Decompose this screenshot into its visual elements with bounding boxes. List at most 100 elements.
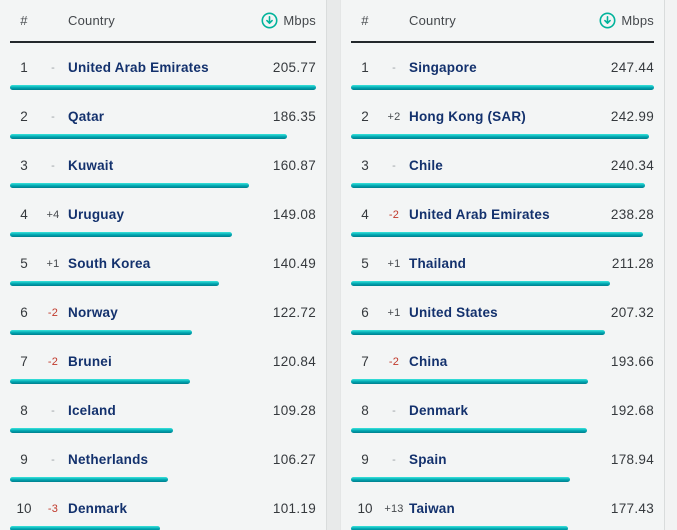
table-row: 8 - Iceland 109.28 — [10, 386, 316, 435]
rank-cell: 4 — [20, 207, 28, 222]
rank-change-cell: +2 — [387, 110, 401, 123]
speed-value-cell: 160.87 — [272, 158, 316, 173]
speed-bar — [351, 428, 587, 433]
speed-bar — [351, 477, 571, 482]
rank-change-cell: -2 — [388, 208, 400, 221]
rank-cell: 10 — [357, 501, 373, 516]
panel-gap — [327, 0, 340, 530]
table-row: 9 - Netherlands 106.27 — [10, 435, 316, 484]
country-header: Country — [409, 13, 456, 28]
table-row: 4 -2 United Arab Emirates 238.28 — [351, 190, 654, 239]
country-cell: Brunei — [68, 354, 112, 369]
table-row: 7 -2 Brunei 120.84 — [10, 337, 316, 386]
country-cell: United Arab Emirates — [409, 207, 550, 222]
rank-cell: 1 — [361, 60, 369, 75]
rank-change-cell: - — [51, 61, 55, 74]
rank-change-cell: - — [392, 159, 396, 172]
table-body: 1- Singapore 247.44 2 +2 Hong Kong (SAR) 242.9… — [351, 43, 654, 530]
rank-change-cell: - — [392, 453, 396, 466]
rank-cell: 5 — [361, 256, 369, 271]
rank-cell: 10 — [16, 501, 32, 516]
country-cell: Thailand — [409, 256, 467, 271]
rank-change-cell: -2 — [388, 355, 400, 368]
speed-value-cell: 242.99 — [610, 109, 654, 124]
country-cell: Iceland — [68, 403, 116, 418]
speed-value-cell: 106.27 — [272, 452, 316, 467]
speed-value-cell: 192.68 — [610, 403, 654, 418]
speed-value-cell: 120.84 — [272, 354, 316, 369]
speed-value-cell: 186.35 — [272, 109, 316, 124]
speed-value-cell: 238.28 — [610, 207, 654, 222]
table-row: 1 - United Arab Emirates 205.77 — [10, 43, 316, 92]
rank-change-cell: +1 — [387, 257, 401, 270]
table-row: 7 -2 China 193.66 — [351, 337, 654, 386]
table-row: 5 +1 South Korea 140.49 — [10, 239, 316, 288]
rank-cell: 9 — [361, 452, 369, 467]
ranking-table-right: # Country Mbps 1- Singapore 247.44 2 +2 Hong … — [340, 0, 665, 530]
rank-change-cell: - — [392, 61, 396, 74]
rank-change-cell: +1 — [387, 306, 401, 319]
rank-cell: 1 — [20, 60, 28, 75]
speed-bar — [10, 330, 193, 335]
speed-bar — [351, 134, 649, 139]
table-header: # Country Mbps — [10, 0, 316, 41]
country-cell: Norway — [68, 305, 118, 320]
rank-change-cell: +1 — [46, 257, 60, 270]
rank-cell: 4 — [361, 207, 369, 222]
speed-value-cell: 207.32 — [610, 305, 654, 320]
rank-change-cell: -2 — [47, 355, 59, 368]
table-row: 3 - Kuwait 160.87 — [10, 141, 316, 190]
speed-bar — [10, 85, 316, 90]
download-circle-icon — [599, 12, 616, 29]
country-cell: Hong Kong (SAR) — [409, 109, 526, 124]
speed-value-cell: 177.43 — [610, 501, 654, 516]
speed-bar — [10, 134, 288, 139]
country-cell: United States — [409, 305, 498, 320]
speed-bar — [10, 526, 161, 530]
page-edge-strip — [665, 0, 677, 530]
speed-bar — [10, 477, 169, 482]
ranking-table-left: # Country Mbps 1- United Arab Emirates 205… — [0, 0, 327, 530]
speed-bar — [351, 526, 569, 530]
rank-cell: 6 — [20, 305, 28, 320]
table-row: 9 - Spain 178.94 — [351, 435, 654, 484]
country-cell: Qatar — [68, 109, 105, 124]
country-cell: Uruguay — [68, 207, 125, 222]
rank-change-cell: -3 — [47, 502, 59, 515]
country-cell: Chile — [409, 158, 444, 173]
speed-bar — [351, 379, 589, 384]
country-cell: Singapore — [409, 60, 477, 75]
rank-change-cell: -2 — [47, 306, 59, 319]
speed-value-cell: 109.28 — [272, 403, 316, 418]
table-row: 6 -2 Norway 122.72 — [10, 288, 316, 337]
speed-bar — [10, 183, 250, 188]
rank-cell: 6 — [361, 305, 369, 320]
speed-value-cell: 122.72 — [272, 305, 316, 320]
speed-bar — [10, 428, 173, 433]
country-header: Country — [68, 13, 115, 28]
speed-value-cell: 140.49 — [272, 256, 316, 271]
rank-change-cell: - — [51, 404, 55, 417]
speed-bar — [10, 281, 219, 286]
rank-cell: 8 — [20, 403, 28, 418]
speed-header: Mbps — [599, 12, 654, 29]
rank-change-cell: - — [51, 110, 55, 123]
table-body: 1- United Arab Emirates 205.77 2- Qatar 186.3… — [10, 43, 316, 530]
rank-change-cell: +13 — [384, 502, 404, 515]
rank-change-cell: - — [392, 404, 396, 417]
rank-cell: 3 — [361, 158, 369, 173]
speed-bar — [351, 330, 605, 335]
speed-value-cell: 193.66 — [610, 354, 654, 369]
rank-change-cell: +4 — [46, 208, 60, 221]
country-cell: Taiwan — [409, 501, 455, 516]
table-row: 3 - Chile 240.34 — [351, 141, 654, 190]
rank-cell: 2 — [20, 109, 28, 124]
table-row: 10 -3 Denmark 101.19 — [10, 484, 316, 530]
table-row: 1 - Singapore 247.44 — [351, 43, 654, 92]
unit-header: Mbps — [283, 13, 316, 28]
speed-value-cell: 240.34 — [610, 158, 654, 173]
speed-value-cell: 205.77 — [272, 60, 316, 75]
speed-value-cell: 178.94 — [610, 452, 654, 467]
table-row: 6 +1 United States 207.32 — [351, 288, 654, 337]
